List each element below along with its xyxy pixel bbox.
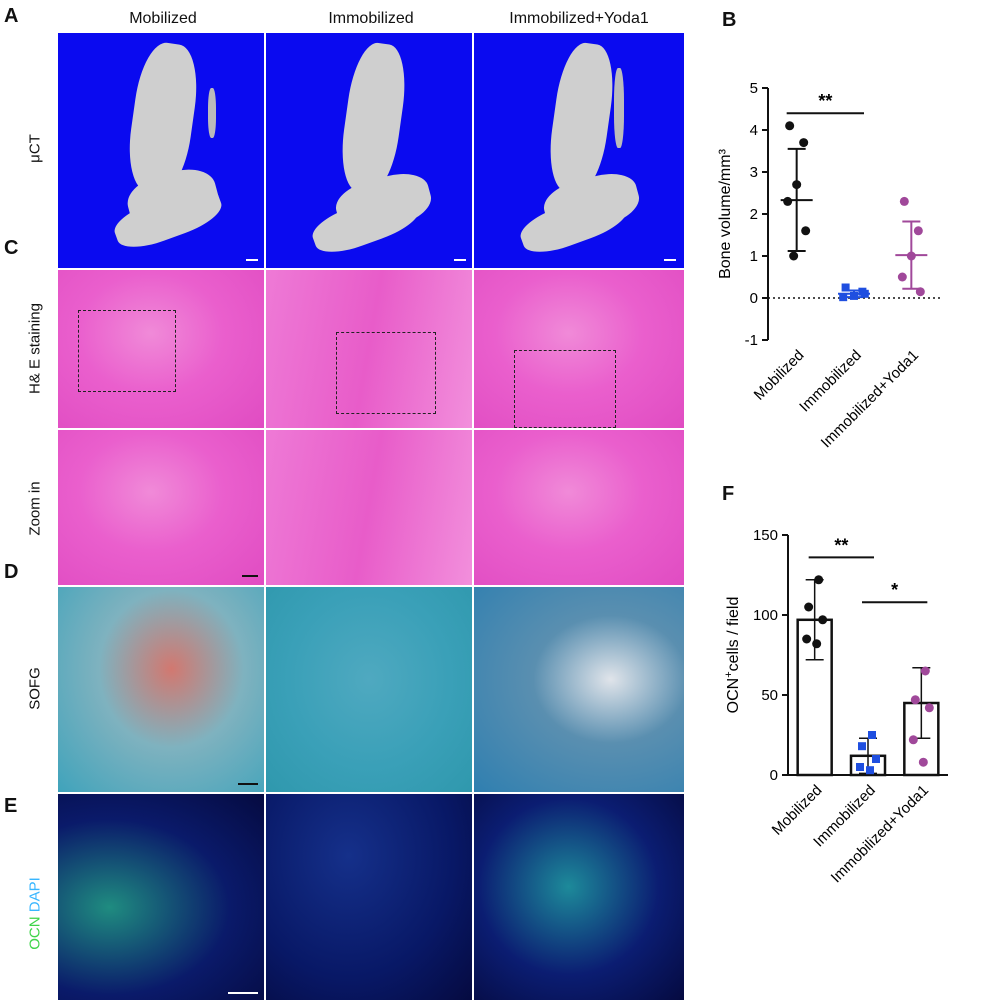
data-point — [789, 251, 799, 261]
uct-image-immobilized-yoda1 — [474, 33, 684, 268]
row-label-he: H& E staining — [26, 303, 44, 394]
data-point — [918, 757, 928, 767]
uct-image-mobilized — [58, 33, 264, 268]
data-point — [910, 695, 920, 705]
y-tick-label: 100 — [753, 607, 778, 624]
sofg-image-immobilized — [266, 587, 472, 792]
panel-label-c: C — [4, 237, 19, 259]
panel-label-a: A — [4, 5, 19, 27]
data-point — [915, 287, 925, 297]
data-point — [792, 180, 802, 190]
ocn-dapi-image-immobilized-yoda1 — [474, 794, 684, 1000]
data-point — [856, 763, 864, 771]
column-title-immobilized-yoda1: Immobilized+Yoda1 — [509, 10, 649, 27]
chart-ocn-cells: 0 50 100 150 OCN+cells / field MobilizedImmob… — [723, 527, 948, 886]
data-point — [799, 138, 809, 148]
dapi-label: DAPI — [26, 877, 44, 913]
significance-label: * — [891, 580, 898, 600]
significance-label: ** — [834, 535, 848, 555]
data-point — [872, 755, 880, 763]
data-point — [858, 742, 866, 751]
data-point — [839, 293, 848, 302]
y-tick-label: 0 — [750, 290, 758, 307]
data-point — [920, 666, 930, 676]
panel-label-e: E — [4, 795, 18, 817]
data-point — [908, 735, 918, 745]
panel-label-f: F — [722, 483, 735, 505]
y-tick-label: 150 — [753, 527, 778, 544]
y-tick-label: 3 — [750, 164, 758, 181]
row-label-sofg: SOFG — [26, 667, 44, 710]
y-axis-label: Bone volume/mm³ — [717, 148, 734, 278]
column-title-mobilized: Mobilized — [129, 10, 197, 27]
zoom-image-immobilized-yoda1 — [474, 430, 684, 585]
x-tick-label: Immobilized+Yoda1 — [828, 782, 932, 886]
he-image-immobilized-yoda1 — [474, 270, 684, 428]
y-tick-label: 2 — [750, 206, 758, 223]
chart-bone-volume: -1 0 1 2 3 4 5 Bone volume/mm³ MobilizedImmobili… — [717, 80, 940, 451]
data-point — [801, 226, 811, 236]
data-point — [866, 766, 874, 775]
data-point — [818, 615, 828, 625]
data-point — [783, 196, 793, 206]
significance-label: ** — [818, 91, 832, 111]
data-point — [841, 283, 850, 292]
ocn-dapi-image-immobilized — [266, 794, 472, 1000]
data-point — [812, 639, 822, 649]
data-point — [804, 602, 814, 612]
ocn-dapi-image-mobilized — [58, 794, 264, 1000]
data-point — [913, 226, 923, 236]
data-point — [897, 272, 907, 282]
row-label-uct: μCT — [26, 134, 44, 163]
data-point — [906, 251, 916, 261]
he-image-immobilized — [266, 270, 472, 428]
data-point — [899, 196, 909, 206]
sofg-image-mobilized — [58, 587, 264, 792]
y-axis-label: OCN+cells / field — [723, 597, 742, 714]
data-point — [860, 289, 869, 298]
x-tick-label: Mobilized — [751, 347, 808, 404]
x-tick-label: Immobilized+Yoda1 — [818, 347, 922, 451]
y-tick-label: 5 — [750, 80, 758, 97]
y-tick-label: 50 — [761, 687, 778, 704]
y-tick-label: 0 — [770, 767, 778, 784]
data-point — [850, 291, 858, 300]
y-tick-label: 4 — [750, 122, 758, 139]
data-point — [814, 575, 824, 585]
row-label-ocn-dapi: OCN DAPI — [27, 871, 44, 957]
data-point — [785, 121, 795, 131]
column-title-immobilized: Immobilized — [328, 10, 414, 27]
data-point — [868, 731, 876, 739]
data-point — [924, 703, 934, 713]
data-point — [802, 634, 812, 644]
sofg-image-immobilized-yoda1 — [474, 587, 684, 792]
zoom-image-immobilized — [266, 430, 472, 585]
row-label-zoom: Zoom in — [26, 481, 44, 536]
y-tick-label: -1 — [745, 332, 758, 349]
uct-image-immobilized — [266, 33, 472, 268]
zoom-image-mobilized — [58, 430, 264, 585]
x-tick-label: Mobilized — [769, 782, 826, 839]
panel-label-d: D — [4, 561, 19, 583]
y-tick-label: 1 — [750, 248, 758, 265]
ocn-label: OCN — [26, 916, 44, 950]
panel-label-b: B — [722, 9, 737, 31]
he-image-mobilized — [58, 270, 264, 428]
